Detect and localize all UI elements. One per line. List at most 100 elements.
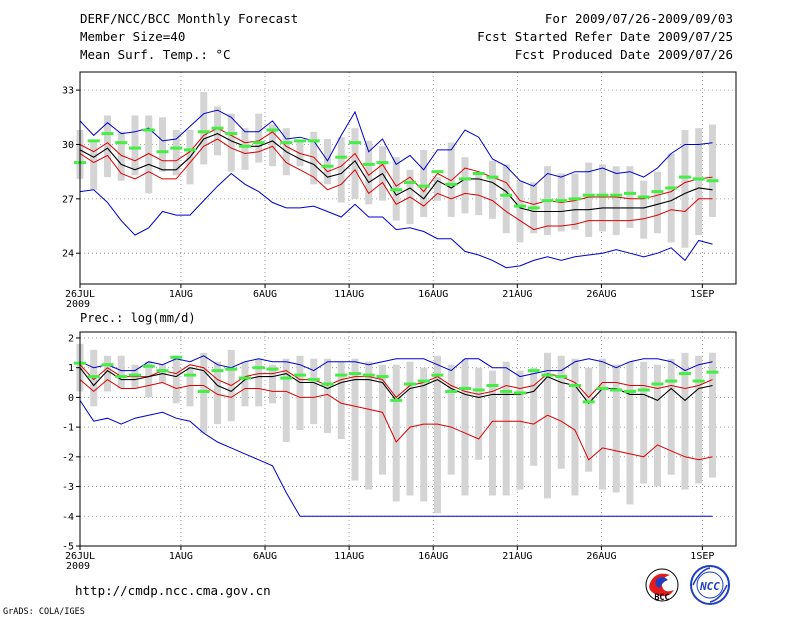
spread-box (145, 115, 153, 194)
spread-box (502, 361, 510, 496)
ensemble-mean-bar (637, 388, 650, 392)
spread-box (420, 367, 428, 502)
ensemble-mean-bar (87, 139, 100, 143)
spread-box (268, 124, 276, 167)
ensemble-mean-bar (321, 382, 334, 386)
ensemble-mean-bar (596, 193, 609, 197)
ensemble-mean-bar (211, 369, 224, 373)
ensemble-mean-bar (431, 373, 444, 377)
spread-box (255, 113, 263, 163)
y-tick-label: -5 (62, 542, 74, 553)
x-tick-label: 6AUG (253, 289, 277, 300)
spread-box (695, 128, 703, 236)
ensemble-mean-bar (706, 179, 719, 183)
spread-box (323, 139, 331, 185)
min-line (79, 172, 713, 269)
ensemble-mean-bar (362, 373, 375, 377)
ensemble-mean-bar (527, 369, 540, 373)
spread-box (296, 355, 304, 431)
spread-box (433, 355, 441, 514)
ensemble-mean-bar (527, 206, 540, 210)
ensemble-mean-bar (142, 364, 155, 368)
ensemble-mean-bar (197, 389, 210, 393)
ensemble-mean-bar (596, 386, 609, 390)
ensemble-mean-bar (678, 175, 691, 179)
spread-box (475, 171, 483, 216)
x-tick-label: 21AUG (502, 551, 532, 562)
spread-box (117, 355, 125, 389)
produced-date: Fcst Produced Date 2009/07/26 (515, 47, 733, 62)
spread-box (667, 358, 675, 475)
spread-box (420, 149, 428, 217)
panel1-variable: Mean Surf. Temp.: °C (80, 47, 231, 62)
x-tick-label: 1AUG (169, 551, 193, 562)
spread-box (708, 352, 716, 478)
mean-line (79, 132, 713, 213)
ncc-logo: NCC (690, 565, 730, 605)
ensemble-mean-bar (610, 388, 623, 392)
refer-date: Fcst Started Refer Date 2009/07/25 (477, 29, 733, 44)
ensemble-mean-bar (568, 197, 581, 201)
spread-box (612, 364, 620, 493)
temperature-panel: 24 27 30 33 26JUL 1AUG 6AUG 11AUG 16AUG 21AUG 26AU… (62, 71, 737, 310)
ensemble-mean-bar (183, 373, 196, 377)
y-tick-label: 0 (68, 393, 74, 404)
bcc-logo-text: BCC (654, 593, 669, 603)
spread-box (323, 358, 331, 434)
spread-box (557, 355, 565, 469)
spread-box (585, 367, 593, 472)
lower-line (79, 138, 713, 231)
spread-box (461, 157, 469, 214)
ensemble-mean-bar (403, 382, 416, 386)
spread-box (90, 140, 98, 190)
spread-box (117, 131, 125, 181)
ensemble-mean-bar (362, 162, 375, 166)
ensemble-mean-bar (651, 382, 664, 386)
ensemble-mean-bar (115, 141, 128, 145)
ensemble-mean-bar (706, 370, 719, 374)
spread-box (227, 113, 235, 172)
ensemble-mean-bar (678, 372, 691, 376)
lower-line (79, 378, 713, 461)
ensemble-mean-bar (623, 389, 636, 393)
spread-box (241, 361, 249, 407)
ensemble-mean-bar (390, 188, 403, 192)
x-tick-label: 6AUG (253, 551, 277, 562)
x-tick-label: 1SEP (690, 289, 714, 300)
x-tick-label: 26AUG (586, 289, 616, 300)
ensemble-mean-bar (348, 141, 361, 145)
ensemble-mean-bar (225, 132, 238, 136)
spread-box (516, 180, 524, 243)
spread-box (653, 171, 661, 234)
footer-url[interactable]: http://cmdp.ncc.cma.gov.cn (75, 583, 271, 598)
ensemble-mean-bar (445, 389, 458, 393)
ensemble-mean-bar (403, 181, 416, 185)
y-tick-label: 1 (68, 363, 74, 374)
ensemble-mean-bar (266, 128, 279, 132)
spread-box (475, 367, 483, 460)
ensemble-mean-bar (156, 369, 169, 373)
spread-box (488, 370, 496, 496)
member-size: Member Size=40 (80, 29, 185, 44)
spread-box (571, 173, 579, 230)
ensemble-mean-bar (307, 378, 320, 382)
ensemble-mean-bar (555, 375, 568, 379)
min-line (79, 400, 713, 517)
spread-box (653, 364, 661, 487)
spread-box (626, 361, 634, 505)
ensemble-mean-bar (458, 386, 471, 390)
spread-box (103, 355, 111, 392)
spread-box (626, 166, 634, 228)
ensemble-mean-bar (128, 146, 141, 150)
spread-box (365, 361, 373, 490)
ensemble-mean-bar (211, 126, 224, 130)
ensemble-mean-bar (293, 139, 306, 143)
x-year-label: 2009 (66, 561, 90, 572)
plot-frame (79, 331, 737, 547)
max-line (79, 109, 713, 187)
ensemble-mean-bar (183, 148, 196, 152)
ensemble-mean-bar (266, 367, 279, 371)
ensemble-mean-bar (541, 199, 554, 203)
spread-box (392, 364, 400, 502)
ensemble-mean-bar (390, 398, 403, 402)
